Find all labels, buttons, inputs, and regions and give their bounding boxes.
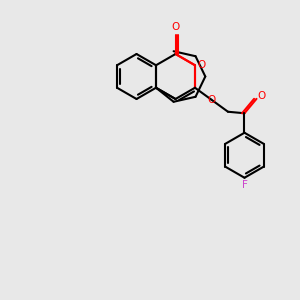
Text: O: O bbox=[171, 22, 180, 32]
Text: O: O bbox=[197, 60, 206, 70]
Text: O: O bbox=[258, 92, 266, 101]
Text: F: F bbox=[242, 180, 248, 190]
Text: O: O bbox=[207, 95, 216, 105]
